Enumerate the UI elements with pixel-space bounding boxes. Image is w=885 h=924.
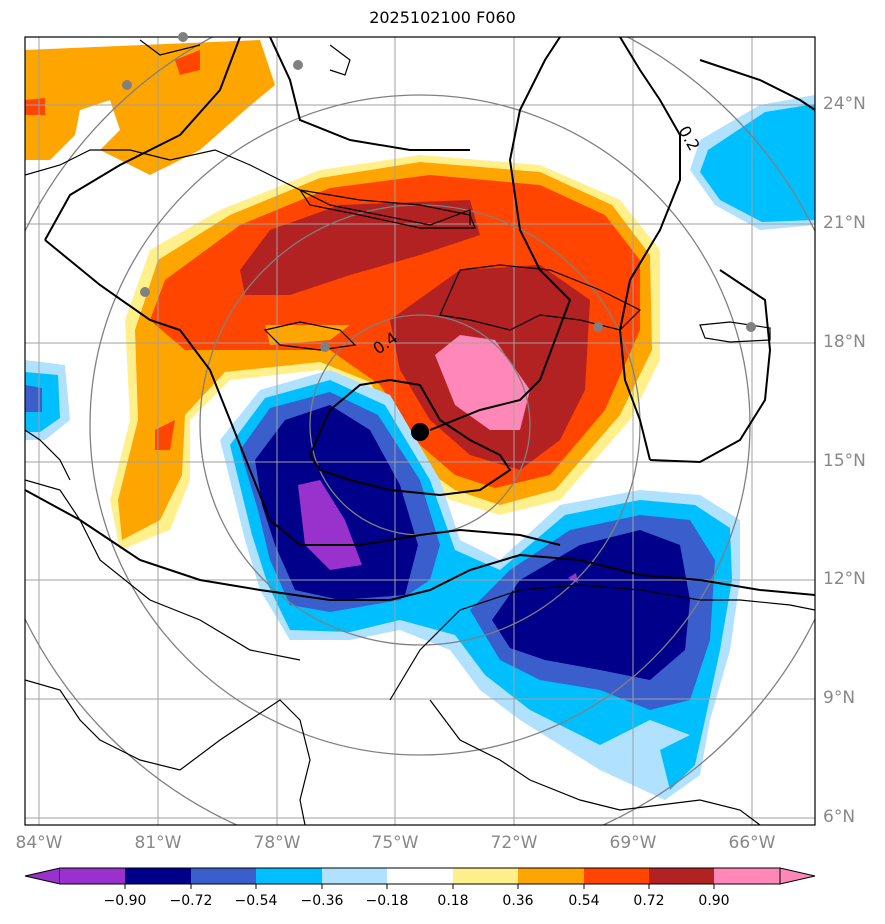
lat-tick-label: 15°N bbox=[823, 451, 866, 471]
lat-tick-label: 18°N bbox=[823, 332, 866, 352]
anomaly-fill-negative bbox=[25, 95, 815, 800]
lon-tick-label: 75°W bbox=[371, 833, 419, 853]
colorbar bbox=[24, 867, 816, 889]
colorbar-label: 0.54 bbox=[568, 893, 600, 909]
lat-tick-label: 12°N bbox=[823, 569, 866, 589]
lat-tick-label: 9°N bbox=[823, 688, 856, 708]
station-marker bbox=[122, 80, 132, 90]
colorbar-label: −0.72 bbox=[169, 893, 213, 909]
station-marker bbox=[746, 322, 756, 332]
map-frame bbox=[24, 36, 816, 826]
colorbar-label: −0.18 bbox=[365, 893, 409, 909]
station-marker bbox=[140, 287, 150, 297]
colorbar-label: 0.72 bbox=[633, 893, 665, 909]
lon-tick-label: 84°W bbox=[15, 833, 63, 853]
colorbar-label: −0.90 bbox=[103, 893, 147, 909]
colorbar-label: −0.54 bbox=[234, 893, 278, 909]
lat-tick-label: 24°N bbox=[823, 94, 866, 114]
lon-tick-label: 66°W bbox=[728, 833, 776, 853]
lat-tick-label: 6°N bbox=[823, 807, 856, 827]
lon-tick-label: 81°W bbox=[134, 833, 182, 853]
colorbar-label: −0.36 bbox=[300, 893, 344, 909]
lon-tick-label: 72°W bbox=[490, 833, 538, 853]
map-grid bbox=[25, 37, 815, 825]
station-marker bbox=[293, 60, 303, 70]
lat-tick-label: 21°N bbox=[823, 213, 866, 233]
colorbar-label: 0.36 bbox=[502, 893, 534, 909]
contour-lines bbox=[25, 37, 815, 601]
colorbar-label: 0.90 bbox=[698, 893, 730, 909]
station-marker bbox=[593, 322, 603, 332]
station-markers bbox=[122, 32, 756, 352]
colorbar-label: 0.18 bbox=[437, 893, 469, 909]
storm-center-marker bbox=[411, 423, 429, 441]
coastlines bbox=[25, 39, 815, 825]
lon-tick-label: 78°W bbox=[253, 833, 301, 853]
station-marker bbox=[178, 32, 188, 42]
station-marker bbox=[320, 342, 330, 352]
lon-tick-label: 69°W bbox=[609, 833, 657, 853]
map-title: 2025102100 F060 bbox=[369, 8, 516, 27]
